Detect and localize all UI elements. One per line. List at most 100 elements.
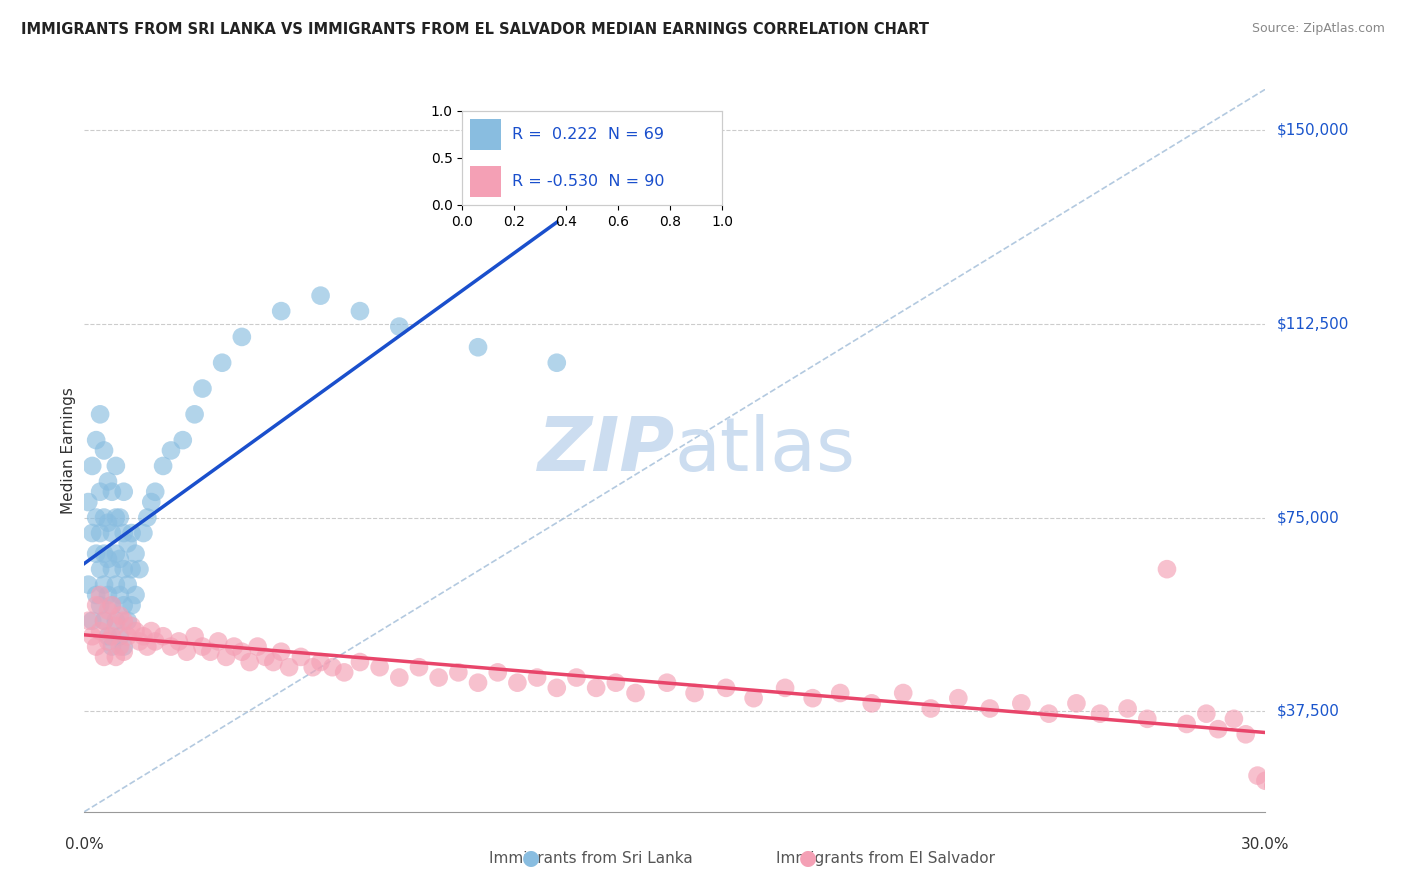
Point xyxy=(108,510,131,524)
Text: IMMIGRANTS FROM SRI LANKA VS IMMIGRANTS FROM EL SALVADOR MEDIAN EARNINGS CORRELA: IMMIGRANTS FROM SRI LANKA VS IMMIGRANTS … xyxy=(21,22,929,37)
Point xyxy=(176,645,198,659)
Point xyxy=(891,686,914,700)
Point xyxy=(101,640,124,654)
Point xyxy=(93,443,115,458)
Point xyxy=(1195,706,1218,721)
Point xyxy=(624,686,647,700)
Point xyxy=(112,526,135,541)
Y-axis label: Median Earnings: Median Earnings xyxy=(60,387,76,514)
Point xyxy=(920,701,942,715)
Text: $37,500: $37,500 xyxy=(1277,704,1340,719)
Point xyxy=(104,614,127,628)
Point xyxy=(97,516,120,530)
Point xyxy=(128,562,150,576)
Text: ●: ● xyxy=(523,848,540,868)
Text: ZIP: ZIP xyxy=(537,414,675,487)
Point xyxy=(714,681,737,695)
Point xyxy=(121,619,143,633)
Point xyxy=(246,640,269,654)
Point xyxy=(121,526,143,541)
Point xyxy=(1066,696,1088,710)
Point xyxy=(124,547,146,561)
Point xyxy=(152,629,174,643)
Point xyxy=(108,608,131,623)
Point xyxy=(254,649,277,664)
Point xyxy=(89,562,111,576)
Point xyxy=(82,629,104,643)
Point xyxy=(191,640,214,654)
Point xyxy=(97,588,120,602)
Point xyxy=(683,686,706,700)
Point xyxy=(773,681,796,695)
Point xyxy=(104,649,127,664)
Point xyxy=(207,634,229,648)
Point xyxy=(222,640,245,654)
Point xyxy=(84,640,107,654)
Point xyxy=(742,691,765,706)
Point xyxy=(1156,562,1178,576)
Point xyxy=(104,510,127,524)
Point xyxy=(388,671,411,685)
Point xyxy=(97,603,120,617)
Point xyxy=(801,691,824,706)
Point xyxy=(172,433,194,447)
Point xyxy=(121,562,143,576)
Point xyxy=(309,288,332,302)
Point xyxy=(1206,722,1229,736)
Point xyxy=(143,484,166,499)
Point xyxy=(200,645,222,659)
Point xyxy=(979,701,1001,715)
Point xyxy=(93,614,115,628)
Point xyxy=(1234,727,1257,741)
Point xyxy=(526,671,548,685)
Point xyxy=(104,547,127,561)
Point xyxy=(89,599,111,613)
Point xyxy=(160,640,183,654)
Point xyxy=(84,599,107,613)
Point xyxy=(321,660,343,674)
Text: ●: ● xyxy=(800,848,817,868)
Point xyxy=(467,340,489,354)
Point xyxy=(605,675,627,690)
Point xyxy=(82,614,104,628)
Point xyxy=(143,634,166,648)
Point xyxy=(447,665,470,680)
Text: 30.0%: 30.0% xyxy=(1241,837,1289,852)
Point xyxy=(215,649,238,664)
Point xyxy=(290,649,312,664)
Point xyxy=(486,665,509,680)
Point xyxy=(112,599,135,613)
Point xyxy=(349,655,371,669)
Text: Source: ZipAtlas.com: Source: ZipAtlas.com xyxy=(1251,22,1385,36)
Point xyxy=(93,510,115,524)
Point xyxy=(546,681,568,695)
Point xyxy=(97,551,120,566)
Point xyxy=(89,526,111,541)
Point xyxy=(467,675,489,690)
Point xyxy=(132,526,155,541)
Point xyxy=(408,660,430,674)
Text: 0.0%: 0.0% xyxy=(65,837,104,852)
Point xyxy=(89,484,111,499)
Point xyxy=(108,629,131,643)
Point xyxy=(211,356,233,370)
Point xyxy=(141,624,163,639)
Point xyxy=(104,619,127,633)
Point xyxy=(278,660,301,674)
Point xyxy=(82,526,104,541)
Point xyxy=(388,319,411,334)
Point xyxy=(104,577,127,591)
Point xyxy=(77,577,100,591)
Text: $112,500: $112,500 xyxy=(1277,317,1348,332)
Point xyxy=(112,645,135,659)
Point xyxy=(117,629,139,643)
Point xyxy=(82,458,104,473)
Point xyxy=(1116,701,1139,715)
Point xyxy=(152,458,174,473)
Point xyxy=(117,536,139,550)
Point xyxy=(1136,712,1159,726)
Text: $75,000: $75,000 xyxy=(1277,510,1340,525)
Point xyxy=(270,304,292,318)
Point xyxy=(104,458,127,473)
Point xyxy=(77,495,100,509)
